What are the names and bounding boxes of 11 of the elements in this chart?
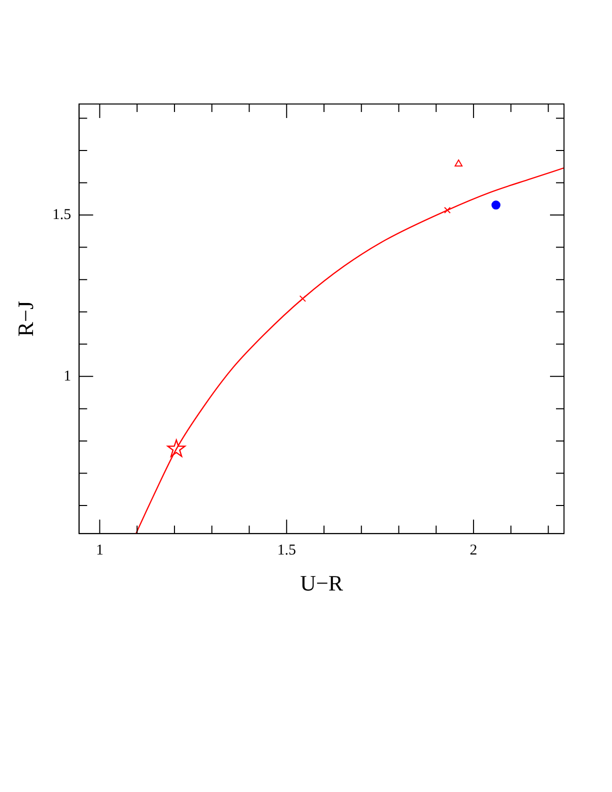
point	[299, 295, 306, 302]
point	[444, 206, 451, 214]
point	[491, 200, 500, 210]
line-series	[135, 167, 564, 534]
x-tick-label: 2	[470, 542, 478, 559]
y-axis-title: R−J	[12, 300, 38, 337]
point	[167, 439, 186, 457]
point	[454, 160, 463, 167]
x-tick-label: 1.5	[277, 542, 296, 559]
x-axis-title: U−R	[300, 570, 344, 596]
x-tick-label: 1	[96, 542, 104, 559]
